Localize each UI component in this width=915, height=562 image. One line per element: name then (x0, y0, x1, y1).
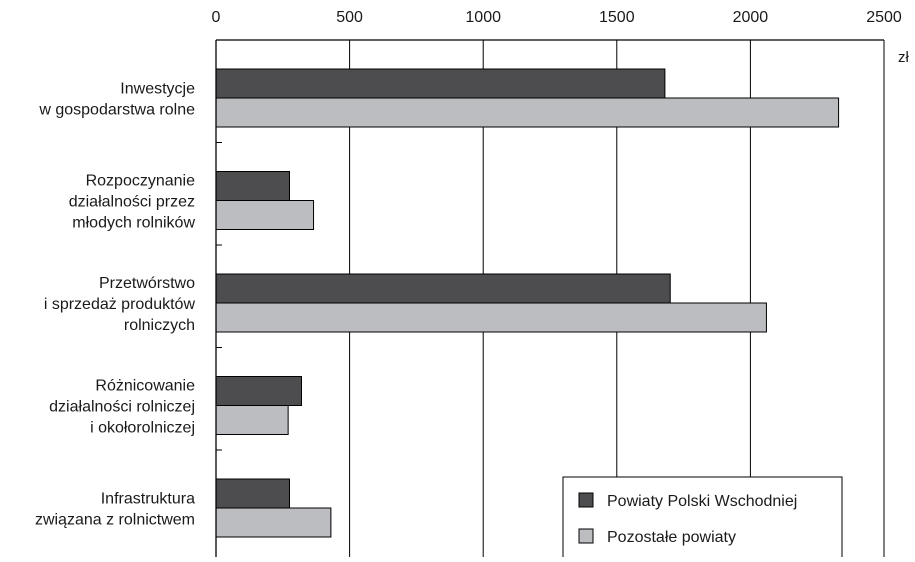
bar-series-2-category-4 (215, 405, 289, 435)
bars (215, 68, 840, 538)
bar-series-2-category-5 (215, 507, 332, 538)
category-label: Inwestycje w gospodarstwa rolne (38, 81, 195, 119)
bar-series-1-category-3 (215, 273, 671, 304)
x-tick-label: 2500 (866, 9, 902, 26)
legend-label-series-1: Powiaty Polski Wschodniej (607, 493, 797, 510)
labels: 0 500 1000 1500 2000 2500 Inwestycje w gospodar… (35, 9, 902, 529)
legend-box (562, 476, 843, 560)
bar-series-1-category-5 (215, 478, 290, 509)
category-label: Różnicowanie działalności rolniczej i okoł… (49, 378, 195, 437)
legend-swatch-series-2 (578, 528, 594, 544)
bar-series-1-category-1 (215, 68, 666, 99)
legend: Powiaty Polski Wschodniej Pozostałe powi… (562, 476, 843, 560)
bar-series-1-category-2 (215, 171, 290, 201)
legend-label-series-2: Pozostałe powiaty (607, 529, 736, 546)
x-tick-label: 1000 (465, 9, 501, 26)
x-tick-label: 0 (212, 9, 221, 26)
bar-series-1-category-4 (215, 376, 303, 406)
unit-label: zł (898, 49, 910, 66)
legend-swatch-series-1 (578, 492, 594, 508)
x-tick-label: 1500 (599, 9, 635, 26)
category-label: Infrastruktura związana z rolnictwem (35, 491, 195, 529)
x-tick-label: 2000 (733, 9, 769, 26)
x-tick-label: 500 (336, 9, 363, 26)
axes (215, 39, 884, 557)
bar-series-2-category-2 (215, 200, 315, 230)
bar-series-2-category-3 (215, 302, 767, 333)
category-label: Rozpoczynanie działalności przez młodych r… (69, 173, 196, 232)
bar-series-2-category-1 (215, 97, 840, 128)
category-label: Przetwórstwo i sprzedaż produktów rolniczy… (44, 275, 196, 334)
